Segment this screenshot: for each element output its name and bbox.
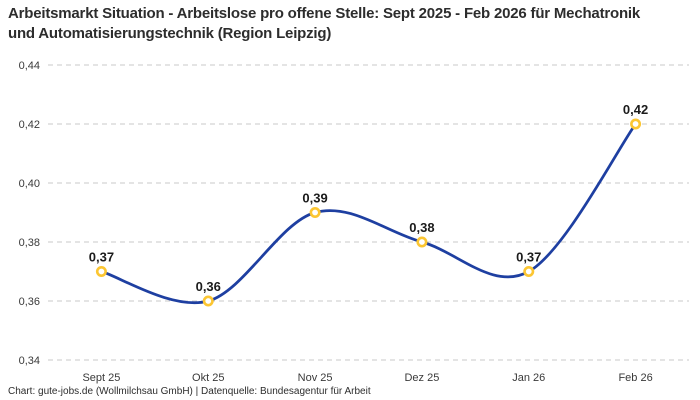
data-point-label: 0,36: [196, 279, 221, 294]
data-point-marker: [95, 265, 107, 277]
data-point-markers: [95, 118, 642, 307]
x-tick-label: Okt 25: [192, 372, 224, 384]
data-point-marker: [416, 236, 428, 248]
chart-credit-line: Chart: gute-jobs.de (Wollmilchsau GmbH) …: [8, 386, 371, 397]
y-tick-label: 0,44: [19, 60, 40, 72]
data-series-line: [100, 122, 637, 305]
y-tick-label: 0,42: [19, 119, 40, 131]
data-point-marker: [523, 265, 535, 277]
data-point-label: 0,38: [409, 220, 434, 235]
gridlines: [48, 64, 689, 361]
y-axis-tick-labels: 0,34 0,36 0,38 0,40 0,42 0,44: [19, 60, 40, 367]
x-tick-label: Sept 25: [82, 372, 120, 384]
data-point-label: 0,37: [516, 250, 541, 265]
y-tick-label: 0,36: [19, 296, 40, 308]
data-point-label: 0,42: [623, 102, 648, 117]
y-tick-label: 0,38: [19, 237, 40, 249]
x-tick-label: Nov 25: [298, 372, 333, 384]
data-point-marker: [630, 118, 642, 130]
x-tick-label: Jan 26: [512, 372, 545, 384]
y-tick-label: 0,34: [19, 355, 40, 367]
data-point-marker: [309, 207, 321, 219]
x-tick-label: Feb 26: [618, 372, 652, 384]
x-axis-tick-labels: Sept 25 Okt 25 Nov 25 Dez 25 Jan 26 Feb 26: [82, 372, 652, 384]
x-tick-label: Dez 25: [404, 372, 439, 384]
data-point-value-labels: 0,37 0,36 0,39 0,38 0,37 0,42: [89, 102, 648, 294]
data-point-label: 0,37: [89, 250, 114, 265]
y-tick-label: 0,40: [19, 178, 40, 190]
data-point-marker: [202, 295, 214, 307]
data-point-label: 0,39: [302, 191, 327, 206]
series-path: [100, 122, 637, 305]
chart-title: Arbeitsmarkt Situation - Arbeitslose pro…: [8, 5, 641, 42]
